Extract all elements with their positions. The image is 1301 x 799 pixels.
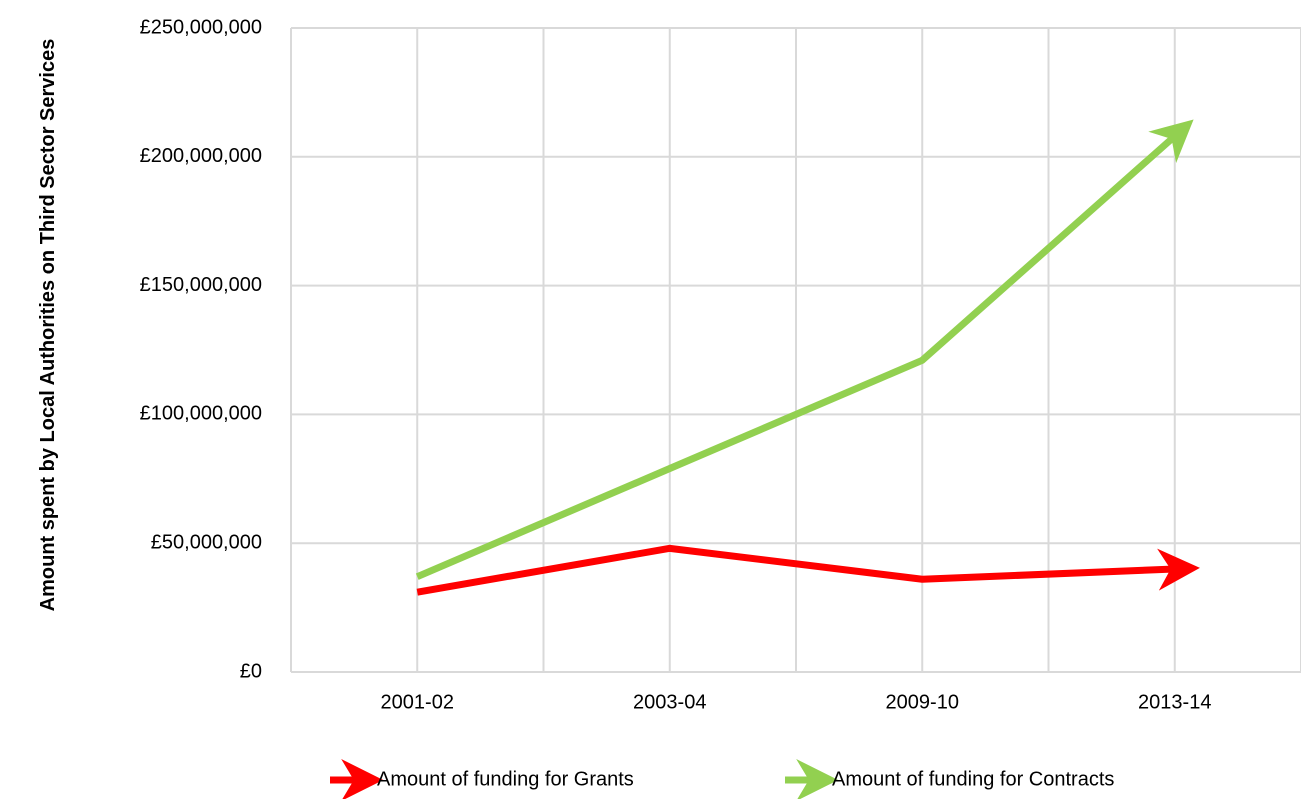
x-tick-label: 2003-04 — [633, 691, 706, 713]
legend-label: Amount of funding for Grants — [377, 768, 634, 790]
y-tick-label: £50,000,000 — [151, 531, 262, 553]
y-tick-label: £250,000,000 — [140, 16, 262, 38]
data-line — [416, 544, 1200, 596]
y-axis-label: Amount spent by Local Authorities on Thi… — [37, 38, 59, 612]
y-tick-label: £150,000,000 — [140, 274, 262, 296]
legend-label: Amount of funding for Contracts — [832, 768, 1114, 790]
y-tick-label: £200,000,000 — [140, 145, 262, 167]
x-tick-label: 2001-02 — [381, 691, 454, 713]
x-tick-label: 2009-10 — [886, 691, 959, 713]
y-tick-label: £0 — [240, 660, 262, 682]
x-tick-label: 2013-14 — [1138, 691, 1211, 713]
y-tick-label: £100,000,000 — [140, 403, 262, 425]
data-line — [415, 119, 1194, 580]
